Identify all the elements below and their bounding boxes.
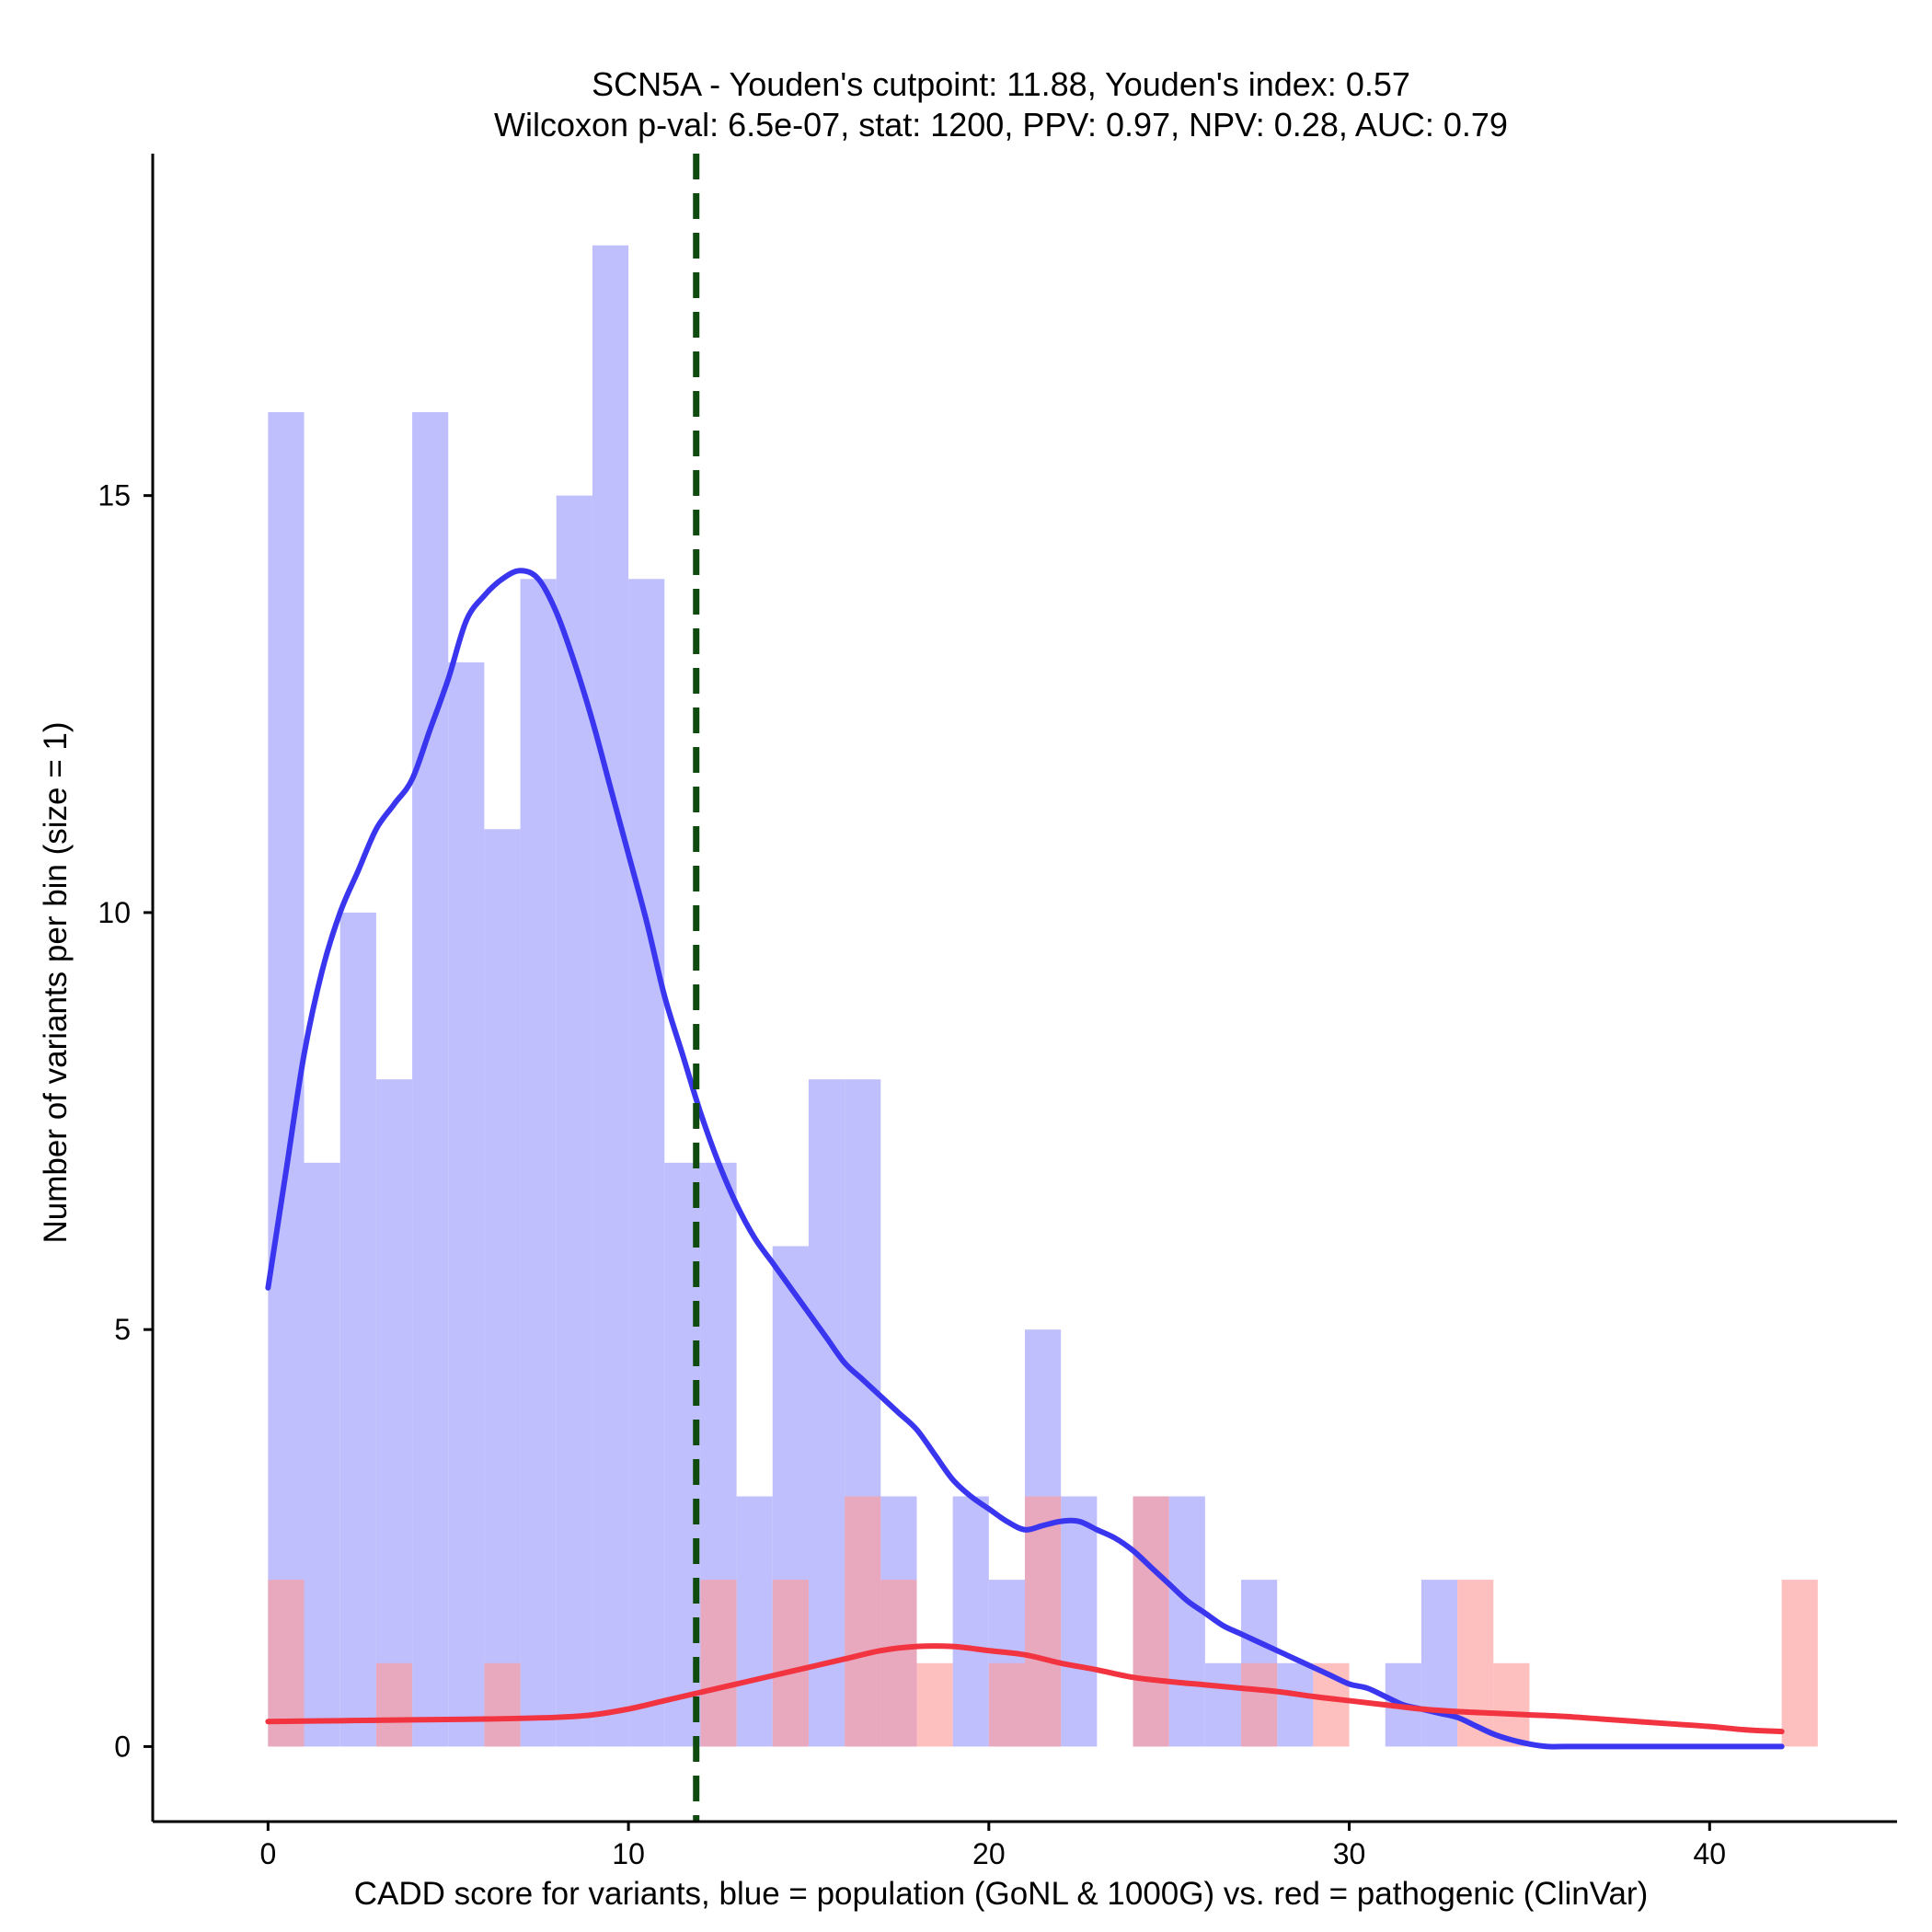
- pathogenic-bars: [268, 1496, 1818, 1747]
- pathogenic-bar: [1025, 1496, 1062, 1747]
- population-bar: [484, 829, 521, 1747]
- population-bar: [808, 1079, 845, 1747]
- y-axis-ticks: 0 5 10 15: [98, 479, 153, 1763]
- pathogenic-bar: [880, 1580, 917, 1747]
- x-tick-label: 0: [259, 1837, 276, 1870]
- population-bar: [1420, 1580, 1458, 1747]
- pathogenic-density-line: [265, 1643, 1785, 1735]
- pathogenic-bar: [1781, 1580, 1818, 1747]
- population-bar: [448, 661, 485, 1747]
- chart-title: SCN5A - Youden's cutpoint: 11.88, Youden…: [494, 65, 1508, 144]
- population-bar: [1168, 1496, 1205, 1747]
- x-axis-label: CADD score for variants, blue = populati…: [354, 1876, 1649, 1912]
- y-tick-label: 15: [98, 479, 131, 512]
- population-bar: [628, 579, 665, 1747]
- x-tick-label: 40: [1694, 1837, 1727, 1870]
- population-bar: [592, 245, 629, 1747]
- pathogenic-bar: [1133, 1496, 1169, 1747]
- pathogenic-bar: [700, 1580, 737, 1747]
- population-bar: [952, 1496, 989, 1747]
- population-bar: [412, 412, 449, 1747]
- y-axis-label: Number of variants per bin (size = 1): [38, 721, 74, 1243]
- population-bar: [520, 579, 557, 1747]
- pathogenic-bar: [772, 1580, 809, 1747]
- chart-title-line2: Wilcoxon p-val: 6.5e-07, stat: 1200, PPV…: [494, 106, 1508, 144]
- population-bar: [304, 1162, 340, 1747]
- population-bar: [1204, 1662, 1242, 1747]
- population-bar: [1061, 1496, 1098, 1747]
- y-tick-label: 10: [98, 896, 131, 929]
- population-bar: [1277, 1662, 1314, 1747]
- x-tick-label: 30: [1333, 1837, 1366, 1870]
- axes: [151, 154, 1897, 1823]
- pathogenic-bar: [1493, 1662, 1530, 1747]
- population-bar: [339, 912, 376, 1747]
- pathogenic-bar: [845, 1496, 881, 1747]
- pathogenic-bar: [988, 1662, 1025, 1747]
- pathogenic-bar: [484, 1662, 521, 1747]
- density-lines: [265, 568, 1785, 1750]
- pathogenic-bar: [1241, 1662, 1278, 1747]
- population-bar: [556, 495, 592, 1747]
- population-bar: [736, 1496, 773, 1747]
- x-axis-ticks: 0 10 20 30 40: [259, 1822, 1726, 1870]
- y-tick-label: 0: [114, 1730, 131, 1763]
- pathogenic-bar: [916, 1662, 953, 1747]
- x-tick-label: 10: [612, 1837, 645, 1870]
- population-bar: [375, 1079, 413, 1747]
- pathogenic-bar: [375, 1662, 413, 1747]
- y-tick-label: 5: [114, 1313, 131, 1346]
- x-tick-label: 20: [972, 1837, 1006, 1870]
- population-bar: [664, 1162, 701, 1747]
- chart-title-line1: SCN5A - Youden's cutpoint: 11.88, Youden…: [592, 65, 1410, 103]
